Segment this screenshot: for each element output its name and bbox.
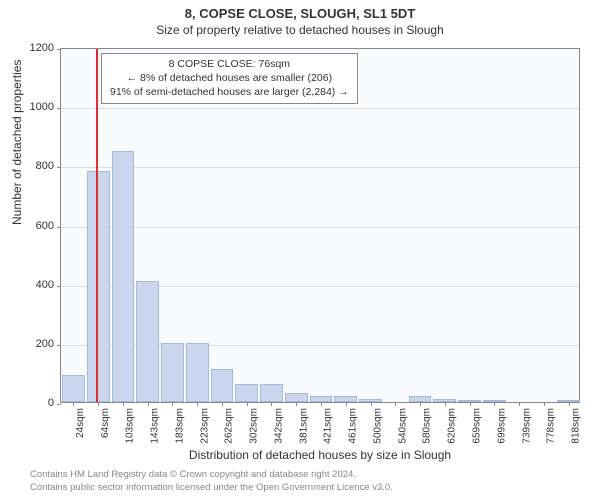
x-tick-label: 739sqm [521,408,532,444]
footer-line-2: Contains public sector information licen… [30,482,393,494]
title-sub: Size of property relative to detached ho… [0,21,600,37]
x-tick-label: 580sqm [422,408,433,444]
footer-line-1: Contains HM Land Registry data © Crown c… [30,469,393,481]
histogram-bar [136,281,159,402]
y-tick-mark [57,108,61,109]
y-tick-label: 800 [36,160,54,172]
gridline [61,108,579,109]
histogram-bar [285,393,308,402]
x-tick-label: 620sqm [447,408,458,444]
y-tick-label: 600 [36,220,54,232]
info-box: 8 COPSE CLOSE: 76sqm ← 8% of detached ho… [101,53,358,104]
x-tick-label: 778sqm [546,408,557,444]
y-tick-mark [57,345,61,346]
y-tick-mark [57,49,61,50]
x-tick-label: 540sqm [397,408,408,444]
y-tick-mark [57,286,61,287]
title-main: 8, COPSE CLOSE, SLOUGH, SL1 5DT [0,0,600,21]
histogram-bar [211,369,234,402]
y-tick-label: 1200 [30,42,54,54]
gridline [61,227,579,228]
x-tick-label: 223sqm [199,408,210,444]
gridline [61,167,579,168]
x-tick-label: 500sqm [373,408,384,444]
histogram-bar [62,375,85,402]
x-tick-label: 103sqm [125,408,136,444]
y-tick-mark [57,227,61,228]
y-tick-mark [57,167,61,168]
y-tick-label: 1000 [30,101,54,113]
x-tick-label: 659sqm [472,408,483,444]
x-tick-label: 818sqm [571,408,582,444]
property-marker-line [96,49,98,402]
x-tick-label: 461sqm [348,408,359,444]
histogram-bar [260,384,283,402]
x-tick-label: 381sqm [298,408,309,444]
x-axis-label: Distribution of detached houses by size … [60,448,580,462]
x-tick-label: 421sqm [323,408,334,444]
x-tick-label: 64sqm [100,408,111,438]
x-tick-label: 24sqm [75,408,86,438]
x-tick-label: 699sqm [496,408,507,444]
x-tick-label: 262sqm [224,408,235,444]
chart-plot-area: 8 COPSE CLOSE: 76sqm ← 8% of detached ho… [60,48,580,403]
x-tick-label: 183sqm [174,408,185,444]
x-axis-ticks: 24sqm 64sqm 103sqm 143sqm 183sqm 223sqm 262sqm… [60,403,580,453]
histogram-bar [161,343,184,402]
histogram-bar [235,384,258,402]
histogram-bar [87,171,110,402]
info-line-1: 8 COPSE CLOSE: 76sqm [110,57,349,71]
y-axis: 020040060080010001200 [0,48,60,403]
y-tick-label: 200 [36,338,54,350]
histogram-bar [112,151,135,402]
info-line-3: 91% of semi-detached houses are larger (… [110,85,349,99]
x-tick-label: 342sqm [273,408,284,444]
info-line-2: ← 8% of detached houses are smaller (206… [110,71,349,85]
histogram-bar [186,343,209,402]
x-tick-label: 302sqm [249,408,260,444]
footer-attribution: Contains HM Land Registry data © Crown c… [30,469,393,494]
y-tick-label: 400 [36,279,54,291]
y-tick-label: 0 [48,397,54,409]
x-tick-label: 143sqm [150,408,161,444]
